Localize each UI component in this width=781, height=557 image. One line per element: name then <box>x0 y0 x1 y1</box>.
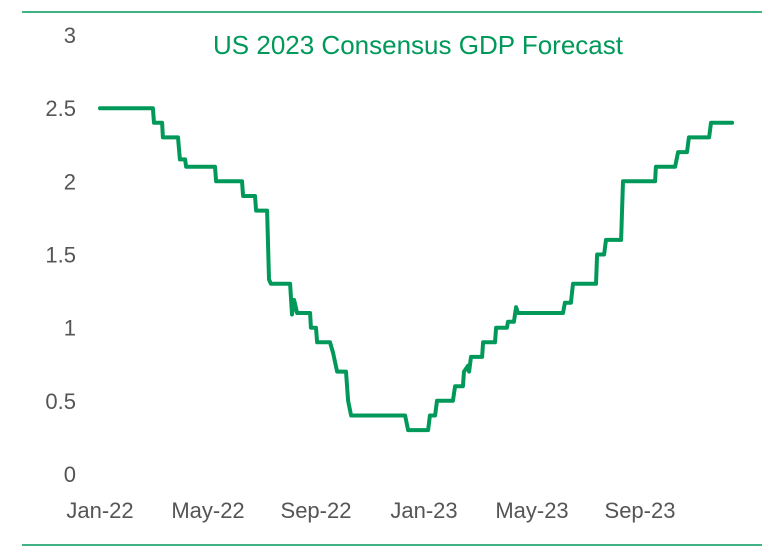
y-tick-label: 0 <box>64 462 76 487</box>
x-tick-label: May-22 <box>171 498 244 523</box>
x-axis-ticks: Jan-22 May-22 Sep-22 Jan-23 May-23 Sep-23 <box>66 498 675 523</box>
series-layer <box>98 106 735 433</box>
y-tick-label: 3 <box>64 23 76 48</box>
y-tick-label: 1.5 <box>45 243 76 268</box>
y-tick-label: 1 <box>64 316 76 341</box>
x-tick-label: Sep-23 <box>605 498 676 523</box>
x-tick-label: Sep-22 <box>281 498 352 523</box>
y-axis-ticks: 0 0.5 1 1.5 2 2.5 3 <box>45 23 76 487</box>
y-tick-label: 2 <box>64 169 76 194</box>
y-tick-label: 2.5 <box>45 96 76 121</box>
y-tick-label: 0.5 <box>45 389 76 414</box>
x-tick-label: May-23 <box>495 498 568 523</box>
series-line <box>98 106 735 433</box>
chart-title: US 2023 Consensus GDP Forecast <box>213 30 624 60</box>
x-tick-label: Jan-23 <box>390 498 457 523</box>
x-tick-label: Jan-22 <box>66 498 133 523</box>
